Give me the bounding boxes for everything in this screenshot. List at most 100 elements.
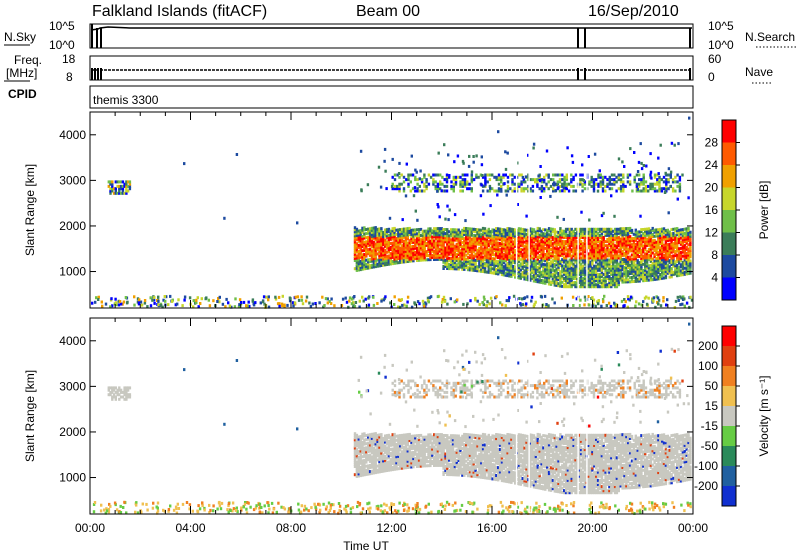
- echo-cell: [436, 189, 439, 193]
- echo-cell: [370, 251, 374, 255]
- echo-cell: [514, 234, 517, 238]
- echo-cell: [293, 301, 297, 305]
- echo-cell: [425, 229, 428, 233]
- echo-cell: [668, 230, 671, 234]
- echo-cell: [576, 231, 579, 235]
- echo-cell: [395, 257, 398, 261]
- echo-cell: [470, 262, 473, 266]
- echo-cell: [632, 241, 636, 245]
- echo-cell: [532, 254, 536, 258]
- echo-cell: [395, 238, 398, 242]
- echo-cell: [623, 272, 626, 276]
- echo-cell: [615, 275, 619, 278]
- echo-cell: [664, 263, 668, 267]
- echo-cell: [446, 232, 449, 236]
- echo-cell: [470, 268, 473, 272]
- echo-cell: [389, 235, 392, 239]
- echo-cell: [463, 173, 467, 177]
- echo-cell: [578, 238, 581, 241]
- echo-cell: [640, 303, 643, 307]
- echo-cell: [589, 277, 592, 280]
- echo-cell: [500, 175, 503, 179]
- echo-cell: [625, 227, 628, 231]
- echo-cell: [527, 278, 530, 282]
- echo-cell: [459, 230, 462, 234]
- echo-cell: [547, 227, 551, 231]
- echo-cell: [457, 242, 460, 246]
- echo-cell: [534, 249, 538, 253]
- data-gap: [515, 113, 518, 307]
- echo-cell: [444, 236, 447, 240]
- echo-cell: [359, 229, 362, 233]
- echo-cell: [563, 264, 566, 268]
- echo-cell: [476, 267, 479, 271]
- echo-cell: [638, 279, 641, 283]
- echo-cell: [644, 240, 647, 244]
- echo-cell: [621, 264, 624, 268]
- echo-cell: [488, 178, 492, 182]
- echo-cell: [404, 256, 408, 260]
- echo-cell: [274, 297, 278, 301]
- echo-cell: [412, 259, 415, 263]
- echo-cell: [553, 230, 556, 234]
- echo-cell: [651, 226, 654, 230]
- echo-cell: [521, 242, 524, 246]
- echo-cell: [476, 257, 479, 260]
- echo-cell: [600, 266, 604, 270]
- echo-cell: [481, 189, 485, 193]
- echo-cell: [523, 277, 526, 281]
- echo-cell: [638, 271, 641, 275]
- echo-cell: [370, 249, 374, 253]
- echo-cell: [563, 248, 566, 252]
- echo-cell: [400, 240, 404, 244]
- echo-cell: [563, 178, 566, 182]
- echo-cell: [642, 228, 645, 231]
- echo-cell: [689, 234, 692, 238]
- echo-cell: [239, 301, 243, 304]
- echo-cell: [412, 251, 415, 255]
- echo-cell: [380, 239, 383, 243]
- echo-cell: [561, 182, 564, 186]
- echo-cell: [647, 239, 651, 243]
- echo-cell: [591, 279, 594, 283]
- echo-cell: [506, 261, 509, 265]
- echo-cell: [128, 184, 132, 188]
- echo-cell: [417, 242, 421, 246]
- echo-cell: [604, 268, 607, 272]
- echo-cell: [363, 434, 366, 438]
- echo-cell: [658, 180, 661, 184]
- echo-cell: [517, 276, 521, 280]
- echo-cell: [196, 296, 199, 300]
- echo-cell: [542, 236, 545, 240]
- echo-cell: [408, 259, 411, 263]
- echo-cell: [483, 262, 487, 266]
- echo-cell: [504, 236, 507, 240]
- echo-cell: [649, 187, 652, 191]
- echo-cell: [557, 263, 560, 267]
- echo-cell: [619, 272, 622, 276]
- echo-cell: [376, 264, 379, 268]
- echo-cell: [591, 238, 594, 241]
- echo-cell: [380, 257, 383, 261]
- y-tick-label: 1000: [59, 265, 86, 279]
- echo-cell: [640, 269, 643, 273]
- echo-cell: [434, 227, 438, 231]
- echo-cell: [504, 234, 507, 238]
- echo-cell: [444, 260, 447, 264]
- echo-cell: [233, 305, 237, 309]
- echo-cell: [449, 248, 453, 252]
- echo-cell: [610, 246, 613, 250]
- echo-cell: [666, 230, 669, 234]
- echo-cell: [689, 238, 692, 242]
- echo-cell: [510, 231, 513, 235]
- echo-cell: [376, 238, 379, 242]
- echo-cell: [447, 218, 450, 222]
- echo-cell: [655, 251, 658, 254]
- echo-cell: [612, 258, 615, 262]
- echo-cell: [525, 232, 528, 236]
- echo-cell: [468, 154, 471, 158]
- echo-cell: [668, 246, 671, 250]
- echo-cell: [470, 256, 473, 260]
- echo-cell: [468, 245, 472, 249]
- echo-cell: [489, 258, 492, 262]
